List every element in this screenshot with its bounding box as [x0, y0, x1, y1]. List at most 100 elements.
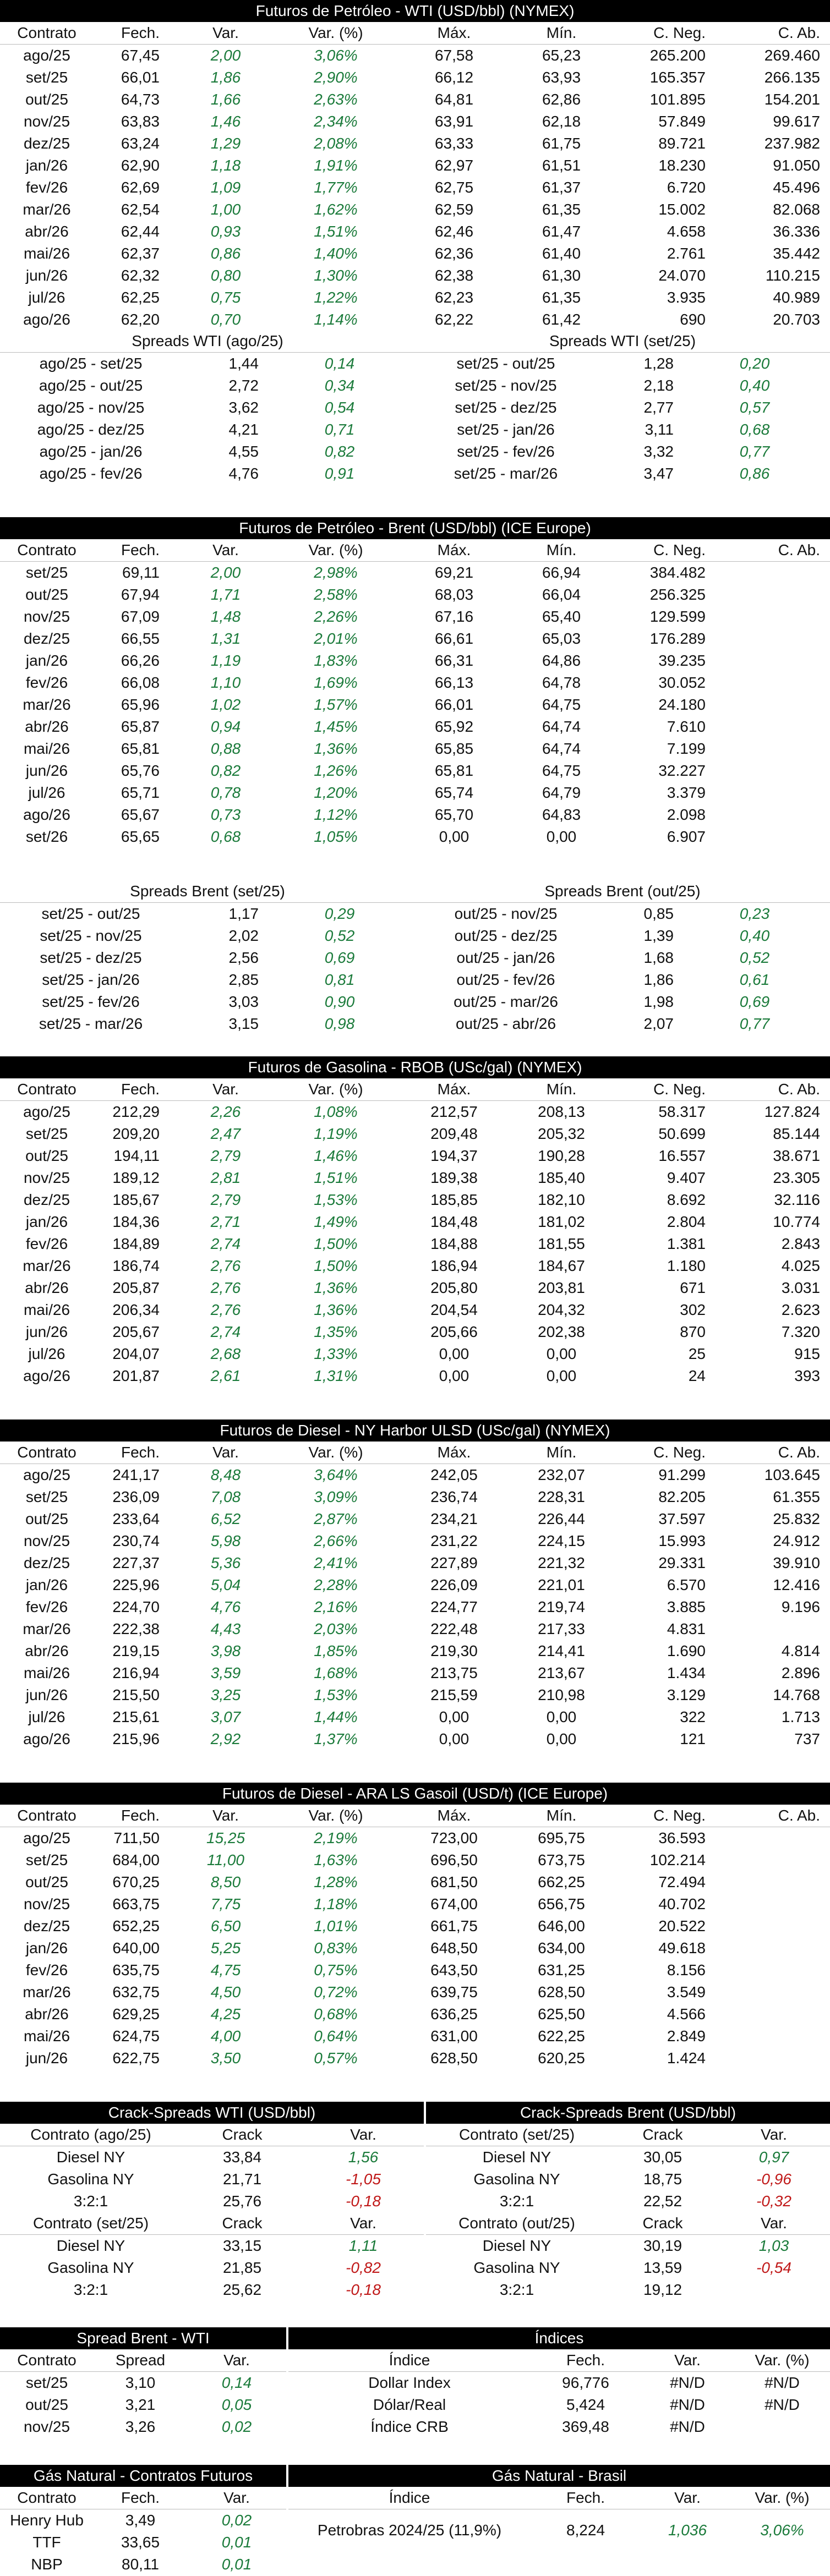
cell-high: 194,37: [430, 1147, 478, 1164]
column-header-high: Máx.: [396, 22, 512, 45]
cell-high: 236,74: [430, 1488, 478, 1505]
table-row: nov/25 663,75 7,75 1,18% 674,00 656,75 40.702: [0, 1893, 830, 1915]
crack-header: Crack: [182, 2124, 303, 2146]
cell-low: 64,75: [542, 696, 581, 713]
cell-change-pct: 0,68%: [314, 2005, 358, 2023]
cell-volume: 2.761: [667, 245, 706, 262]
cell-change: 1,02: [210, 696, 241, 713]
cell-volume: 36.593: [658, 1829, 706, 1846]
cell: 96,776: [562, 2374, 609, 2391]
cell-high: 242,05: [430, 1466, 478, 1483]
spread-pair: out/25 - fev/26: [456, 971, 555, 988]
crack-product: Gasolina NY: [473, 2171, 560, 2188]
column-header: Var. (%): [734, 2487, 830, 2509]
column-header-high: Máx.: [396, 1078, 512, 1101]
cell-high: 212,57: [430, 1103, 478, 1120]
cell-volume: 176.289: [649, 630, 706, 647]
cell-high: 0,00: [439, 1708, 469, 1725]
cell-low: 184,67: [538, 1257, 585, 1274]
cell-close: 62,32: [121, 267, 160, 284]
cell-low: 228,31: [538, 1488, 585, 1505]
cell-low: 634,00: [538, 1939, 585, 1956]
cell-open-interest: [716, 1959, 830, 1981]
table-row: set/25 66,01 1,86 2,90% 66,12 63,93 165.357 266…: [0, 67, 830, 89]
cell-open-interest: 237.982: [764, 135, 820, 152]
spread-value: 2,02: [228, 927, 259, 944]
column-header-change: Var.: [176, 1442, 275, 1464]
cell-volume: 91.299: [658, 1466, 706, 1483]
cell-contract: nov/25: [23, 113, 70, 130]
cell-change-pct: 0,83%: [314, 1939, 358, 1956]
cell-low: 61,30: [542, 267, 581, 284]
cell-change-pct: 2,03%: [314, 1620, 358, 1637]
crack-header-row: Contrato (ago/25) Crack Var.: [0, 2124, 424, 2146]
column-header-change: Var.: [176, 539, 275, 562]
cell-low: 61,47: [542, 223, 581, 240]
cell-open-interest: [716, 584, 830, 606]
crack-header-row: Contrato (set/25) Crack Var.: [426, 2124, 830, 2146]
cell-close: 66,55: [121, 630, 160, 647]
cell-change: 0,78: [210, 784, 241, 801]
cell-volume: 58.317: [658, 1103, 706, 1120]
table-row: dez/25 185,67 2,79 1,53% 185,85 182,10 8.692 32…: [0, 1189, 830, 1211]
cell-volume: 6.720: [667, 179, 706, 196]
cell-open-interest: 35.442: [773, 245, 820, 262]
cell-close: 219,15: [112, 1642, 160, 1659]
cell-contract: nov/25: [23, 1169, 70, 1186]
cell-high: 64,81: [434, 91, 474, 108]
table-row: out/25 67,94 1,71 2,58% 68,03 66,04 256.325: [0, 584, 830, 606]
cell-change-pct: 1,49%: [314, 1213, 358, 1230]
cell-close: 185,67: [112, 1191, 160, 1208]
cell-contract: nov/25: [23, 1532, 70, 1549]
column-header: Spread: [94, 2349, 187, 2372]
spread-row: out/25 - fev/26 1,86 0,61: [415, 969, 830, 991]
spread-row: ago/25 - set/25 1,44 0,14: [0, 353, 415, 375]
cell-high: 205,66: [430, 1323, 478, 1340]
brent-title: Futuros de Petróleo - Brent (USD/bbl) (I…: [0, 517, 830, 539]
table-row: mai/26 62,37 0,86 1,40% 62,36 61,40 2.761 35.44…: [0, 243, 830, 265]
crack-value: 13,59: [643, 2259, 682, 2276]
spread-value: 2,18: [643, 377, 674, 394]
cell-low: 185,40: [538, 1169, 585, 1186]
cell: 0,02: [221, 2512, 252, 2529]
cell-change: 3,59: [210, 1664, 241, 1681]
cell-close: 65,96: [121, 696, 160, 713]
spread-bw-title: Spread Brent - WTI: [0, 2327, 286, 2349]
column-header-low: Mín.: [512, 1805, 611, 1827]
cell-contract: out/25: [25, 1510, 68, 1527]
table-row: Henry Hub 3,49 0,02: [0, 2509, 286, 2532]
cell-contract: jul/26: [28, 289, 65, 306]
cell-volume: 121: [680, 1730, 706, 1747]
crack-row: Gasolina NY 18,75 -0,96: [426, 2168, 830, 2190]
brent-table: Contrato Fech. Var. Var. (%) Máx. Mín. C. Neg.…: [0, 539, 830, 848]
cell-high: 185,85: [430, 1191, 478, 1208]
column-header-row: Contrato Fech. Var. Var. (%) Máx. Mín. C. Neg.…: [0, 22, 830, 45]
cell-high: 696,50: [430, 1851, 478, 1868]
spread-value: 3,03: [228, 993, 259, 1010]
cell-volume: 322: [680, 1708, 706, 1725]
table-row: fev/26 66,08 1,10 1,69% 66,13 64,78 30.052: [0, 672, 830, 694]
cell: 0,05: [221, 2396, 252, 2413]
cell: 0,01: [221, 2534, 252, 2551]
cell-volume: 89.721: [658, 135, 706, 152]
cell-change-pct: 1,51%: [314, 223, 358, 240]
cell-change-pct: 3,06%: [314, 47, 358, 64]
table-row: jun/26 215,50 3,25 1,53% 215,59 210,98 3.129 14…: [0, 1684, 830, 1706]
crack-row: Diesel NY 33,15 1,11: [0, 2235, 424, 2257]
cell-high: 69,21: [434, 564, 474, 581]
column-header-volume: C. Neg.: [611, 1442, 716, 1464]
wti-section: Futuros de Petróleo - WTI (USD/bbl) (NYM…: [0, 0, 830, 517]
cell-volume: 30.052: [658, 674, 706, 691]
cell-change-pct: 1,19%: [314, 1125, 358, 1142]
cell-contract: dez/25: [23, 1917, 70, 1934]
cell-open-interest: 2.843: [781, 1235, 820, 1252]
crack-row: 3:2:1 22,52 -0,32: [426, 2190, 830, 2212]
column-header: Var.: [187, 2487, 286, 2509]
cell-change: 0,80: [210, 267, 241, 284]
cell-volume: 3.379: [667, 784, 706, 801]
spread-row: set/25 - nov/25 2,18 0,40: [415, 375, 830, 397]
cell-change-pct: 1,22%: [314, 289, 358, 306]
cell-change: 2,81: [210, 1169, 241, 1186]
cell: Dólar/Real: [373, 2396, 446, 2413]
spread-value: 3,47: [643, 465, 674, 482]
